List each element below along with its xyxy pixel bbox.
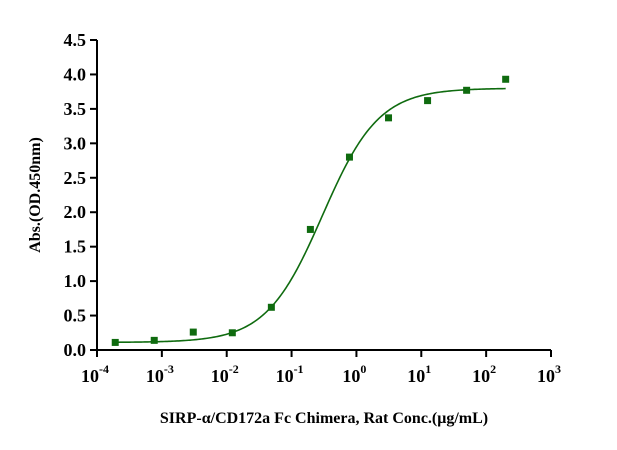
data-point <box>228 329 236 337</box>
data-point <box>385 114 393 122</box>
y-tick-label: 1.5 <box>64 237 87 257</box>
x-axis-ticks: 10-4 10-3 10-2 10-1 100 101 102 103 <box>81 350 561 386</box>
x-tick-label: 10-1 <box>276 362 304 386</box>
data-point <box>502 75 510 83</box>
x-tick-base: 10 <box>407 366 425 386</box>
y-tick-label: 4.0 <box>64 64 87 84</box>
y-tick-label: 0.5 <box>64 306 87 326</box>
data-point <box>111 338 119 346</box>
y-tick-label: 0.0 <box>64 340 87 360</box>
x-tick-base: 10 <box>342 366 360 386</box>
x-tick-exponent: 3 <box>555 362 561 376</box>
x-tick-exponent: 0 <box>360 362 366 376</box>
x-tick-exponent: -4 <box>99 362 109 376</box>
x-tick-label: 102 <box>472 362 496 386</box>
x-tick-exponent: -3 <box>164 362 174 376</box>
fit-curve-line <box>115 87 506 344</box>
x-tick-label: 10-3 <box>146 362 174 386</box>
data-point <box>424 97 432 105</box>
y-tick-label: 2.5 <box>64 168 87 188</box>
x-tick-base: 10 <box>81 366 99 386</box>
x-tick-label: 10-4 <box>81 362 109 386</box>
data-point <box>267 303 275 311</box>
data-point <box>150 336 158 344</box>
x-tick-label: 100 <box>342 362 366 386</box>
x-axis-title: SIRP-α/CD172a Fc Chimera, Rat Conc.(μg/m… <box>160 410 488 427</box>
fit-curve-layer <box>115 87 506 344</box>
data-point <box>463 86 471 94</box>
x-tick-exponent: 1 <box>425 362 431 376</box>
x-tick-label: 103 <box>537 362 561 386</box>
x-tick-exponent: -2 <box>229 362 239 376</box>
data-points-layer <box>111 75 510 346</box>
y-tick-label: 4.5 <box>64 30 87 50</box>
y-tick-label: 3.5 <box>64 99 87 119</box>
y-tick-label: 2.0 <box>64 202 87 222</box>
x-tick-base: 10 <box>472 366 490 386</box>
y-tick-label: 3.0 <box>64 133 87 153</box>
x-tick-base: 10 <box>537 366 555 386</box>
x-tick-exponent: -1 <box>294 362 304 376</box>
data-point <box>306 225 314 233</box>
data-point <box>189 328 197 336</box>
x-tick-label: 101 <box>407 362 431 386</box>
x-tick-base: 10 <box>211 366 229 386</box>
data-point <box>345 153 353 161</box>
x-tick-label: 10-2 <box>211 362 239 386</box>
y-axis-ticks: 0.0 0.5 1.0 1.5 2.0 2.5 3.0 3.5 4.0 4.5 <box>64 30 97 360</box>
x-tick-base: 10 <box>276 366 294 386</box>
y-axis-title: Abs.(OD.450nm) <box>27 137 44 253</box>
x-tick-base: 10 <box>146 366 164 386</box>
x-tick-exponent: 2 <box>490 362 496 376</box>
y-tick-label: 1.0 <box>64 271 87 291</box>
